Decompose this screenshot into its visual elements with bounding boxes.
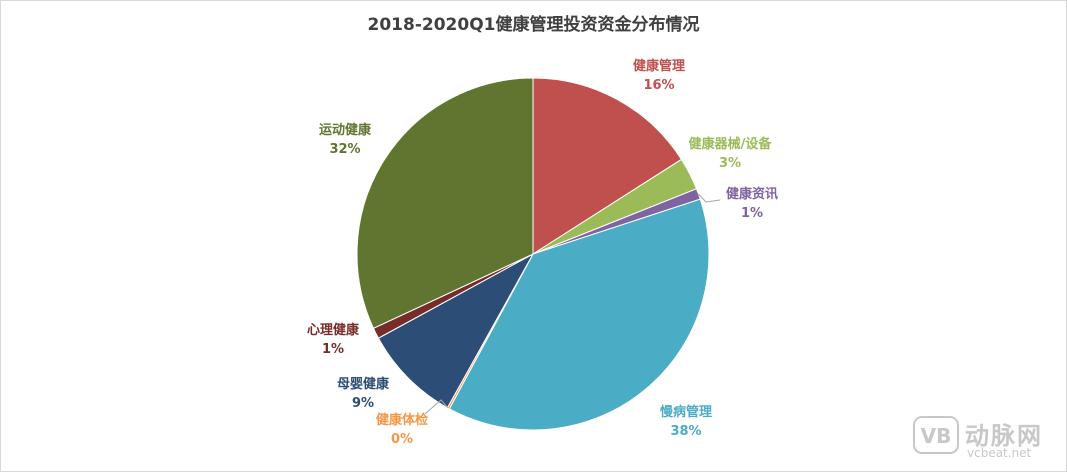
slice-value-2: 3%	[719, 156, 741, 171]
vcbeat-logo-icon: VB	[913, 416, 959, 454]
chart-title: 2018-2020Q1健康管理投资资金分布情况	[367, 15, 700, 35]
slice-value-5: 0%	[391, 432, 413, 447]
slice-label-2: 健康器械/设备	[689, 136, 773, 152]
slice-label-7: 心理健康	[307, 322, 360, 338]
slice-value-1: 16%	[643, 78, 674, 93]
logo-text: VB	[921, 424, 952, 448]
watermark-url: vcbeat.net	[967, 446, 1032, 460]
slice-label-3: 健康资讯	[726, 186, 778, 202]
leader-line-5	[424, 399, 449, 415]
slice-value-7: 1%	[322, 342, 344, 357]
pie-slice-4	[448, 198, 710, 431]
slice-label-4: 慢病管理	[660, 404, 712, 420]
slice-label-8: 运动健康	[319, 122, 372, 138]
pie-slice-6	[377, 252, 535, 409]
slice-value-6: 9%	[352, 396, 374, 411]
watermark: VB 动脉网 vcbeat.net	[913, 414, 1053, 464]
watermark-name: 动脉网	[965, 422, 1043, 450]
pie-slice-1	[532, 77, 683, 255]
slice-value-3: 1%	[741, 206, 763, 221]
slice-label-6: 母婴健康	[337, 376, 390, 392]
pie-slice-8	[356, 77, 534, 329]
slice-label-1: 健康管理	[633, 58, 685, 74]
slice-value-4: 38%	[670, 424, 701, 439]
slice-label-5: 健康体检	[376, 412, 428, 428]
slice-value-8: 32%	[329, 142, 360, 157]
leader-line-3	[698, 193, 721, 203]
